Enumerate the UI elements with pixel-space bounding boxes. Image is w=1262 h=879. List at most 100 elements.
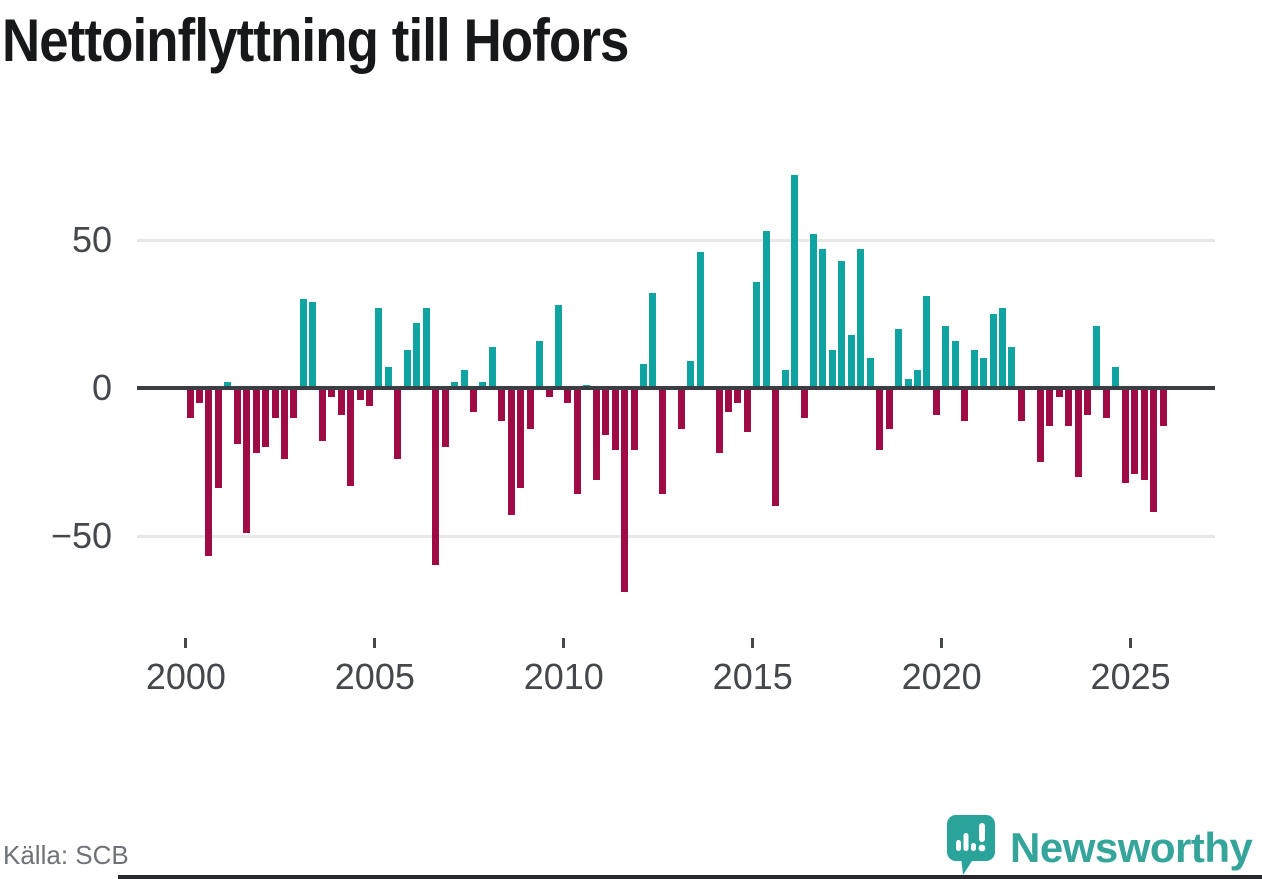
bar: [904, 379, 912, 388]
bar: [195, 388, 203, 403]
bar: [507, 388, 515, 516]
bar: [290, 388, 298, 418]
newsworthy-speech-bubble-chart-icon: [946, 814, 996, 879]
bar: [781, 370, 789, 388]
bar: [621, 388, 629, 592]
bar: [1121, 388, 1129, 483]
bar: [252, 388, 260, 453]
bar: [743, 388, 751, 433]
bar: [1112, 367, 1120, 388]
bar: [366, 388, 373, 406]
x-axis-tick-mark: [940, 638, 944, 648]
bar: [299, 299, 307, 388]
brand-wordmark: Newsworthy: [1010, 823, 1253, 871]
chart-title: Nettoinflyttning till Hofors: [2, 7, 629, 74]
bar: [403, 349, 411, 388]
bar: [847, 334, 855, 388]
x-axis-tick-mark: [1129, 638, 1133, 648]
bar: [857, 249, 865, 388]
x-axis-tick-label: 2000: [145, 656, 226, 697]
bar: [923, 296, 931, 388]
y-axis-tick-label: 50: [71, 219, 112, 261]
bar: [536, 340, 543, 388]
bar: [1140, 388, 1148, 480]
bottom-border-strip: [118, 875, 1262, 879]
bar: [413, 322, 421, 388]
bar: [1150, 388, 1158, 513]
bar: [942, 325, 950, 388]
bar: [469, 388, 477, 412]
bar: [753, 281, 761, 388]
bar: [1065, 388, 1073, 427]
x-axis-tick-label: 2010: [523, 656, 604, 697]
bar: [810, 234, 817, 388]
bar: [772, 388, 780, 507]
bar: [687, 361, 695, 388]
bar: [1008, 346, 1016, 388]
bar: [564, 388, 572, 403]
x-axis-tick-mark: [751, 638, 755, 648]
bar: [309, 302, 317, 388]
bar: [866, 358, 874, 388]
bar: [488, 346, 496, 388]
bar: [885, 388, 893, 430]
x-axis-tick-label: 2015: [712, 656, 793, 697]
bar: [989, 314, 997, 388]
bar: [517, 388, 525, 489]
bar: [271, 388, 279, 418]
bar: [1159, 388, 1167, 427]
bar: [602, 388, 610, 436]
bar: [262, 388, 270, 448]
bar: [951, 340, 959, 388]
bar: [224, 382, 232, 388]
bar: [998, 308, 1006, 388]
bar: [1046, 388, 1054, 427]
bar: [696, 252, 704, 388]
bar: [328, 388, 336, 397]
bar: [1055, 388, 1063, 397]
bar: [1102, 388, 1110, 418]
bar: [243, 388, 251, 533]
bar: [233, 388, 241, 445]
bar: [337, 388, 345, 415]
gridline: [137, 534, 1215, 538]
gridline: [137, 239, 1215, 243]
bar: [819, 249, 827, 388]
bar: [479, 382, 487, 388]
bar: [791, 175, 799, 388]
bar: [554, 305, 562, 388]
bar: [205, 388, 213, 557]
bar: [186, 388, 194, 418]
bar: [441, 388, 449, 448]
bar: [677, 388, 685, 430]
bar: [725, 388, 732, 412]
bar: [961, 388, 969, 421]
bar: [347, 388, 355, 486]
bar: [1093, 325, 1101, 388]
bar: [356, 388, 364, 400]
x-axis-tick-mark: [373, 638, 377, 648]
bar: [394, 388, 402, 459]
x-axis-tick-label: 2005: [334, 656, 415, 697]
bar: [640, 364, 647, 388]
bar: [913, 370, 921, 388]
bar: [630, 388, 638, 451]
x-axis-tick-mark: [184, 638, 188, 648]
bar: [876, 388, 884, 451]
bar: [526, 388, 534, 430]
x-axis-tick-label: 2020: [901, 656, 982, 697]
bar: [932, 388, 940, 415]
bar: [281, 388, 288, 459]
bar: [762, 231, 770, 388]
bar: [649, 293, 657, 388]
bar: [432, 388, 440, 566]
bar: [895, 328, 902, 388]
bar: [545, 388, 553, 397]
y-axis-tick-label: −50: [50, 514, 112, 556]
source-caption: Källa: SCB: [3, 840, 129, 870]
bar: [828, 349, 836, 388]
bar: [422, 308, 430, 388]
x-axis-tick-label: 2025: [1090, 656, 1171, 697]
bar: [1036, 388, 1044, 462]
